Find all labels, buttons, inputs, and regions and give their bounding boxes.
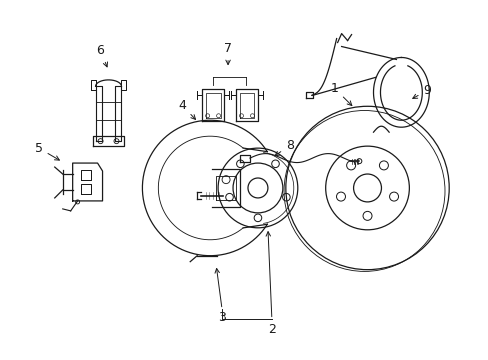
Text: 2: 2 xyxy=(267,323,275,336)
Text: 6: 6 xyxy=(97,44,107,67)
Text: 7: 7 xyxy=(224,42,232,64)
Text: 8: 8 xyxy=(274,139,293,156)
Text: 4: 4 xyxy=(178,99,195,120)
Text: 1: 1 xyxy=(330,82,351,105)
Text: 5: 5 xyxy=(35,141,59,160)
Text: 3: 3 xyxy=(218,311,225,324)
Text: 9: 9 xyxy=(412,84,430,98)
